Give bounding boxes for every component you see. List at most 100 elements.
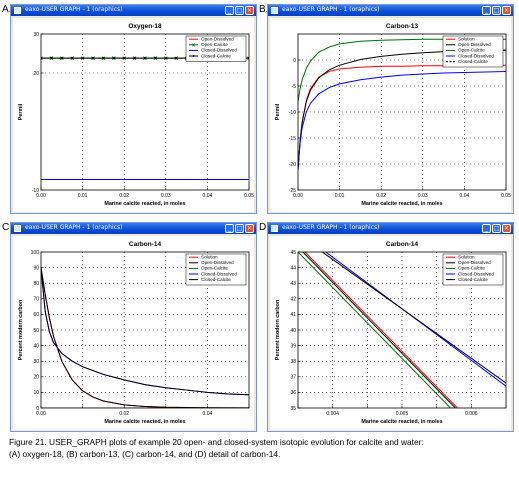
maximize-icon[interactable]: □: [235, 6, 244, 15]
app-icon: [271, 7, 278, 14]
plot-frame: [40, 33, 250, 191]
legend-label: Closed-Calcite: [458, 59, 488, 64]
minimize-icon[interactable]: _: [225, 6, 234, 15]
series-line-open-calcite: [298, 252, 451, 408]
plot-area: Carbon-13 0.00 0.01 0.02 0.03 0.04 0.05 -25 -20 -…: [270, 18, 511, 212]
x-tick-label: 0.00: [36, 193, 46, 199]
figure-caption: Figure 21. USER_GRAPH plots of example 2…: [9, 436, 514, 460]
window-title: eaxo-USER GRAPH - 1 (oraphics): [25, 224, 123, 231]
series-line-open-dissolved: [41, 267, 249, 408]
x-axis-label: Marine calcite reacted, in moles: [104, 419, 185, 425]
chart-title: Oxygen-18: [128, 23, 162, 30]
y-tick-label: 38: [290, 359, 296, 365]
x-tick-label: 0.03: [161, 193, 171, 199]
window-title: eaxo-USER GRAPH - 1 (oraphics): [25, 6, 123, 13]
legend-label: Closed-Dissolved: [201, 48, 237, 53]
caption-line: (A) oxygen-18, (B) carbon-13, (C) carbon…: [9, 449, 281, 459]
y-tick-label: 43: [290, 281, 296, 287]
y-axis-label: Percent modern carbon: [275, 300, 281, 361]
window-titlebar[interactable]: eaxo-USER GRAPH - 1 (oraphics) _ □ ×: [268, 5, 513, 16]
x-tick-label: 0.02: [376, 193, 386, 199]
legend-box: [185, 35, 247, 62]
y-tick-label: 37: [290, 375, 296, 381]
series-point-closed-calcite: [102, 57, 105, 60]
y-tick-label: 41: [290, 312, 296, 318]
panel-letter-d: D.: [259, 222, 269, 233]
legend-label: Closed-Calcite: [458, 277, 488, 282]
x-tick-label: 0.05: [244, 193, 254, 199]
graph-window-a[interactable]: eaxo-USER GRAPH - 1 (oraphics) _ □ × Oxy…: [10, 4, 257, 214]
maximize-icon[interactable]: □: [492, 224, 501, 233]
close-icon[interactable]: ×: [502, 224, 511, 233]
y-tick-label: 42: [290, 297, 296, 303]
y-tick-label: 44: [290, 265, 296, 271]
graph-window-b[interactable]: eaxo-USER GRAPH - 1 (oraphics) _ □ × Car…: [267, 4, 514, 214]
y-tick-label: -25: [289, 188, 296, 194]
y-tick-label: 36: [290, 390, 296, 396]
y-tick-label: 39: [290, 343, 296, 349]
y-tick-label: 45: [290, 250, 296, 256]
series-point-closed-calcite: [175, 57, 178, 60]
legend-label: Closed-Calcite: [201, 277, 231, 282]
x-axis-label: Marine calcite reacted, in moles: [104, 201, 185, 207]
x-tick-label: 0.004: [326, 411, 339, 417]
app-icon: [14, 7, 21, 14]
y-tick-label: -20: [289, 162, 296, 168]
x-tick-label: 0.02: [119, 411, 129, 417]
graph-window-d[interactable]: eaxo-USER GRAPH - 1 (oraphics) _ □ × Car…: [267, 222, 514, 432]
close-icon[interactable]: ×: [245, 224, 254, 233]
y-tick-label: 0: [293, 58, 296, 64]
close-icon[interactable]: ×: [502, 6, 511, 15]
series-point-closed-calcite: [60, 57, 63, 60]
plot-area: Carbon-14 0.00 0.02 0.04 0 10 20 30 40 50 60 70 80 90…: [13, 236, 254, 430]
y-tick-label: 10: [33, 390, 39, 396]
chart-carbon-13: Carbon-13 0.00 0.01 0.02 0.03 0.04 0.05 -25 -20 -…: [270, 18, 511, 212]
minimize-icon[interactable]: _: [482, 6, 491, 15]
x-tick-label: 0.00: [293, 193, 303, 199]
chart-title: Carbon-14: [129, 241, 162, 248]
window-title: eaxo-USER GRAPH - 1 (oraphics): [282, 224, 380, 231]
series-point-closed-calcite: [154, 57, 157, 60]
close-icon[interactable]: ×: [245, 6, 254, 15]
window-titlebar[interactable]: eaxo-USER GRAPH - 1 (oraphics) _ □ ×: [11, 5, 256, 16]
series-point-closed-calcite: [50, 57, 53, 60]
x-tick-label: 0.00: [36, 411, 46, 417]
chart-title: Carbon-14: [386, 241, 419, 248]
maximize-icon[interactable]: □: [235, 224, 244, 233]
legend-label: Solution: [458, 255, 475, 260]
series-line-open-dissolved: [302, 252, 456, 408]
app-icon: [14, 225, 21, 232]
y-tick-label: 35: [290, 406, 296, 412]
chart-oxygen-18: Oxygen-18 0.00 0.01 0.02 0.03 0.04 0.05 -10 20 30…: [13, 18, 254, 212]
legend-label: Closed-Dissolved: [201, 271, 237, 276]
y-tick-label: -15: [289, 136, 296, 142]
panel-letter-c: C.: [2, 222, 12, 233]
window-titlebar[interactable]: eaxo-USER GRAPH - 1 (oraphics) _ □ ×: [11, 223, 256, 234]
legend-label: Closed-Calcite: [201, 53, 231, 58]
y-tick-label: 60: [33, 312, 39, 318]
maximize-icon[interactable]: □: [492, 6, 501, 15]
plot-area: Carbon-14 0.004 0.005 0.006 35 36 37 38 39 40 41 42…: [270, 236, 511, 430]
y-tick-label: 90: [33, 265, 39, 271]
x-tick-label: 0.05: [501, 193, 511, 199]
minimize-icon[interactable]: _: [482, 224, 491, 233]
y-tick-label: 20: [33, 375, 39, 381]
x-tick-label: 0.03: [418, 193, 428, 199]
y-tick-label: 50: [33, 328, 39, 334]
series-point-closed-calcite: [123, 57, 126, 60]
series-line-closed-calcite: [321, 252, 506, 384]
x-tick-label: 0.006: [465, 411, 478, 417]
x-tick-label: 0.005: [396, 411, 409, 417]
y-tick-label: 30: [33, 359, 39, 365]
y-tick-label: 0: [36, 406, 39, 412]
minimize-icon[interactable]: _: [225, 224, 234, 233]
legend-label: Open-Dissolved: [201, 260, 234, 265]
y-axis-label: Percent modern carbon: [18, 300, 24, 361]
series-group: [41, 267, 249, 408]
graph-window-c[interactable]: eaxo-USER GRAPH - 1 (oraphics) _ □ × Car…: [10, 222, 257, 432]
chart-title: Carbon-13: [386, 23, 419, 30]
legend-label: Closed-Dissolved: [458, 53, 494, 58]
y-tick-label: 80: [33, 281, 39, 287]
legend-marker: [192, 55, 195, 57]
window-titlebar[interactable]: eaxo-USER GRAPH - 1 (oraphics) _ □ ×: [268, 223, 513, 234]
